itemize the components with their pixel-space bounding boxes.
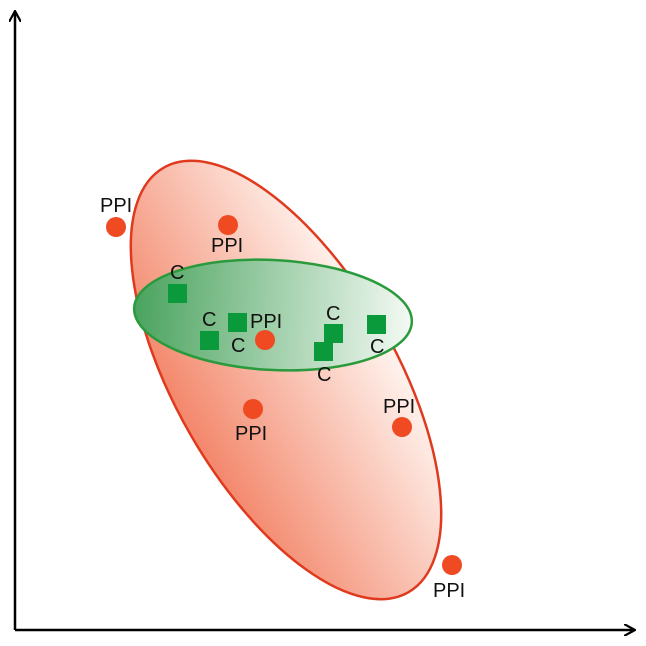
control-point xyxy=(324,324,343,343)
control-label: C xyxy=(170,262,184,284)
ppi-point xyxy=(392,417,412,437)
ppi-cluster-ellipse xyxy=(129,159,443,601)
ppi-point xyxy=(255,330,275,350)
ppi-label: PPI xyxy=(250,311,282,333)
ppi-points xyxy=(106,215,462,575)
control-label: C xyxy=(326,303,340,325)
control-label: C xyxy=(317,364,331,386)
ppi-point xyxy=(442,555,462,575)
ppi-label: PPI xyxy=(211,235,243,257)
ppi-label: PPI xyxy=(433,580,465,602)
control-point xyxy=(200,331,219,350)
ppi-labels: PPI PPI PPI PPI PPI PPI xyxy=(100,195,465,602)
control-labels: C C C C C C xyxy=(170,262,384,386)
ppi-label: PPI xyxy=(100,195,132,217)
ppi-point xyxy=(218,215,238,235)
control-point xyxy=(168,284,187,303)
control-label: C xyxy=(370,336,384,358)
ppi-label: PPI xyxy=(383,396,415,418)
control-point xyxy=(314,342,333,361)
control-label: C xyxy=(231,335,245,357)
control-point xyxy=(228,313,247,332)
control-points xyxy=(168,284,386,361)
control-label: C xyxy=(202,309,216,331)
ppi-point xyxy=(106,217,126,237)
ppi-point xyxy=(243,399,263,419)
ppi-label: PPI xyxy=(235,423,267,445)
control-point xyxy=(367,315,386,334)
